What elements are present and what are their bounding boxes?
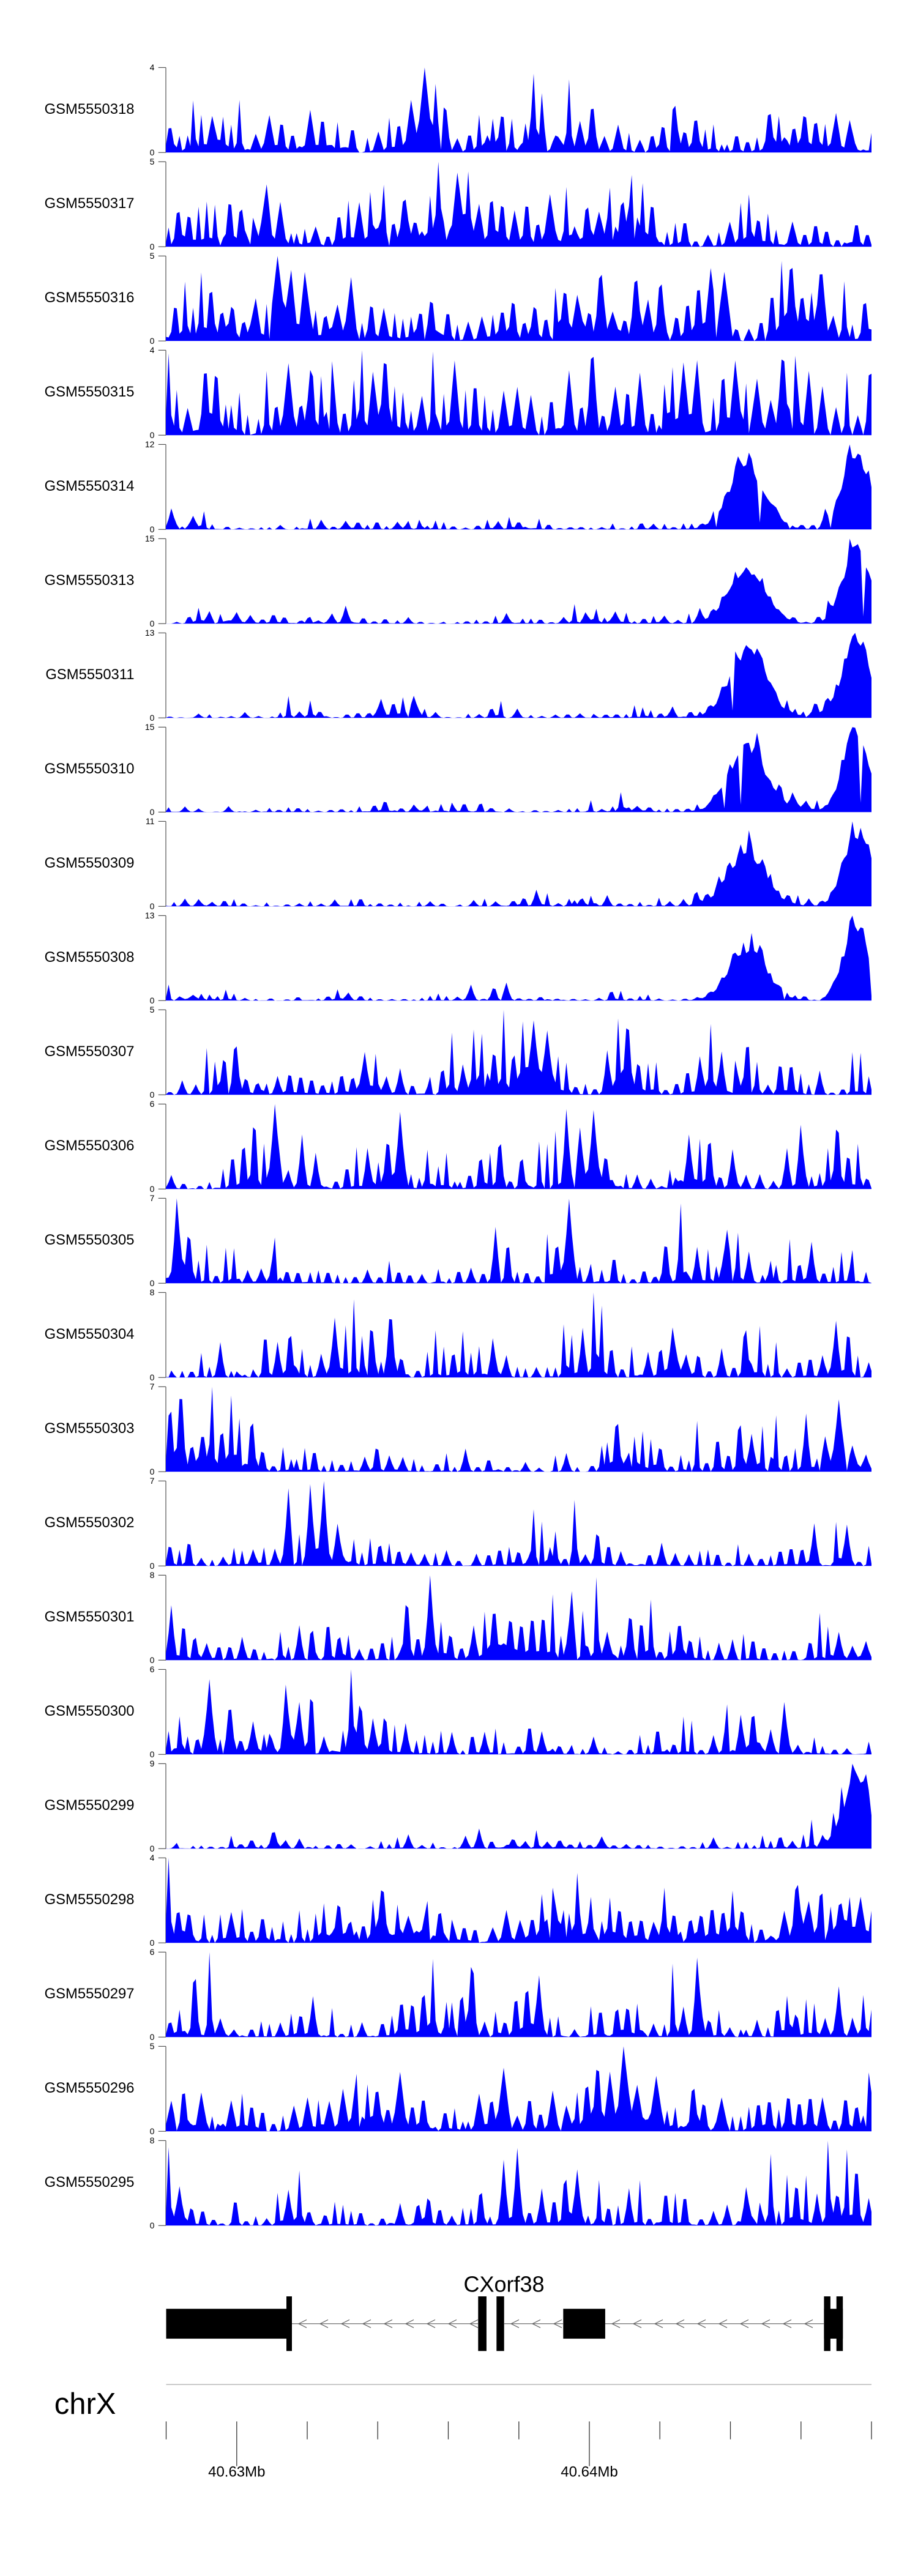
svg-text:13: 13	[145, 910, 155, 920]
svg-text:GSM5550307: GSM5550307	[45, 1043, 135, 1060]
svg-text:0: 0	[150, 1372, 155, 1382]
svg-text:GSM5550301: GSM5550301	[45, 1609, 135, 1625]
svg-text:0: 0	[150, 1090, 155, 1100]
svg-text:15: 15	[145, 534, 155, 543]
svg-text:5: 5	[150, 2041, 155, 2051]
svg-text:GSM5550298: GSM5550298	[45, 1891, 135, 1908]
svg-text:0: 0	[150, 1655, 155, 1665]
svg-text:GSM5550304: GSM5550304	[45, 1326, 135, 1342]
svg-text:5: 5	[150, 157, 155, 166]
svg-text:0: 0	[150, 1749, 155, 1759]
svg-text:0: 0	[150, 1278, 155, 1288]
svg-text:0: 0	[150, 524, 155, 534]
svg-text:7: 7	[150, 1193, 155, 1203]
svg-text:GSM5550303: GSM5550303	[45, 1420, 135, 1437]
svg-text:12: 12	[145, 439, 155, 449]
svg-text:GSM5550313: GSM5550313	[45, 572, 135, 589]
svg-text:GSM5550300: GSM5550300	[45, 1703, 135, 1719]
svg-text:11: 11	[146, 816, 155, 826]
svg-text:GSM5550309: GSM5550309	[45, 855, 135, 871]
svg-text:4: 4	[150, 62, 155, 72]
svg-text:5: 5	[150, 251, 155, 261]
svg-text:0: 0	[150, 2126, 155, 2136]
svg-text:CXorf38: CXorf38	[463, 2271, 544, 2296]
svg-text:8: 8	[150, 2135, 155, 2145]
svg-text:0: 0	[150, 147, 155, 157]
svg-text:GSM5550317: GSM5550317	[45, 195, 135, 212]
svg-text:40.64Mb: 40.64Mb	[561, 2463, 618, 2480]
svg-text:GSM5550306: GSM5550306	[45, 1137, 135, 1154]
svg-text:GSM5550316: GSM5550316	[45, 289, 135, 306]
svg-text:5: 5	[150, 1005, 155, 1014]
svg-text:0: 0	[150, 2220, 155, 2230]
svg-text:GSM5550305: GSM5550305	[45, 1232, 135, 1248]
svg-text:0: 0	[150, 619, 155, 628]
svg-text:15: 15	[145, 722, 155, 732]
svg-text:0: 0	[150, 901, 155, 911]
svg-text:0: 0	[150, 242, 155, 251]
svg-text:chrX: chrX	[54, 2388, 116, 2421]
svg-text:0: 0	[150, 996, 155, 1005]
svg-text:0: 0	[150, 1561, 155, 1571]
svg-text:40.63Mb: 40.63Mb	[208, 2463, 265, 2480]
svg-text:8: 8	[150, 1570, 155, 1580]
svg-text:6: 6	[150, 1099, 155, 1109]
svg-text:GSM5550297: GSM5550297	[45, 1986, 135, 2002]
svg-text:13: 13	[145, 628, 155, 638]
svg-text:GSM5550295: GSM5550295	[45, 2174, 135, 2191]
svg-text:0: 0	[150, 1467, 155, 1476]
svg-text:0: 0	[150, 336, 155, 346]
svg-text:4: 4	[150, 1853, 155, 1863]
svg-text:GSM5550315: GSM5550315	[45, 384, 135, 400]
svg-text:0: 0	[150, 430, 155, 440]
svg-text:7: 7	[150, 1476, 155, 1486]
svg-text:4: 4	[150, 345, 155, 355]
svg-text:GSM5550296: GSM5550296	[45, 2080, 135, 2096]
svg-text:GSM5550308: GSM5550308	[45, 949, 135, 966]
svg-text:0: 0	[150, 713, 155, 723]
svg-text:0: 0	[150, 1938, 155, 1948]
svg-text:8: 8	[150, 1287, 155, 1297]
svg-text:GSM5550310: GSM5550310	[45, 761, 135, 777]
svg-text:GSM5550311: GSM5550311	[45, 666, 134, 683]
svg-text:0: 0	[150, 1184, 155, 1194]
svg-text:GSM5550299: GSM5550299	[45, 1797, 135, 1814]
svg-text:7: 7	[150, 1382, 155, 1391]
svg-text:6: 6	[150, 1664, 155, 1674]
svg-text:6: 6	[150, 1947, 155, 1957]
svg-text:9: 9	[150, 1759, 155, 1768]
svg-text:0: 0	[150, 807, 155, 817]
svg-text:GSM5550318: GSM5550318	[45, 101, 135, 117]
svg-text:GSM5550314: GSM5550314	[45, 478, 135, 494]
svg-text:GSM5550302: GSM5550302	[45, 1514, 135, 1531]
svg-text:0: 0	[150, 1844, 155, 1853]
svg-text:0: 0	[150, 2032, 155, 2042]
